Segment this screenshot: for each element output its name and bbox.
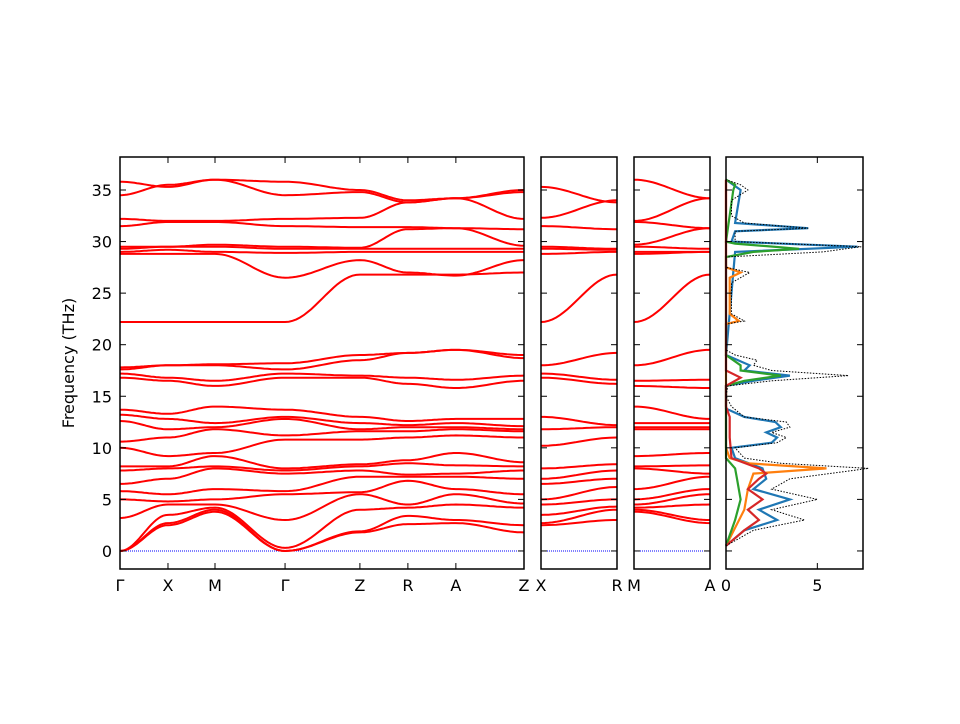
dos-series-1 [724,178,858,547]
band-line-1-9 [120,452,525,470]
band-line-2-19 [541,225,617,231]
kpoint-label: Z [519,576,530,595]
band-line-3-8 [634,464,710,468]
band-line-2-15 [540,273,618,323]
y-tick-label: 25 [92,284,112,303]
band-line-2-9 [540,436,618,447]
band-line-3-16 [633,348,710,367]
band-line-1-4 [119,493,524,522]
band-line-2-13 [541,372,618,381]
band-line-1-27 [120,178,525,202]
kpoint-label: X [536,576,547,595]
band-line-3-6 [633,475,711,491]
band-line-1-24 [120,221,524,231]
panel-frame-1 [119,156,525,570]
band-line-3-13 [634,405,710,420]
panel-frame-3 [633,156,711,570]
band-line-1-20 [120,252,525,279]
band-line-2-17 [541,247,617,251]
band-line-1-19 [120,271,524,323]
band-line-2-1 [540,519,617,527]
band-line-1-7 [120,467,524,485]
band-line-1-26 [119,178,524,204]
band-line-1-6 [119,475,525,496]
band-line-2-18 [541,245,617,250]
kpoint-label: X [162,576,173,595]
panel-frame-2 [540,156,618,570]
band-line-3-15 [634,378,710,382]
band-line-3-3 [634,503,711,509]
band-line-1-21 [120,248,524,254]
band-line-3-23 [633,197,711,222]
band-line-1-12 [119,417,525,431]
band-line-1-25 [120,197,525,222]
band-line-1-8 [120,462,524,472]
band-line-3-20 [634,245,710,250]
band-line-2-8 [541,463,617,470]
band-line-2-20 [540,199,618,219]
band-line-1-14 [120,405,524,422]
band-line-2-16 [541,250,617,255]
band-line-3-24 [633,178,711,200]
y-tick-label: 35 [92,181,112,200]
dos-series-5 [725,179,869,547]
band-line-1-11 [120,428,524,443]
band-line-3-9 [634,452,710,458]
y-tick-label: 0 [102,542,112,561]
band-line-2-21 [540,185,618,204]
band-line-3-4 [634,493,711,506]
kpoint-label: Γ [281,576,290,595]
band-line-2-5 [540,486,618,501]
panel-frame-4 [725,156,864,570]
y-tick-label: 20 [92,336,112,355]
band-line-1-16 [120,372,525,382]
band-line-1-3 [119,503,524,552]
band-line-2-10 [540,426,617,431]
kpoint-label: A [450,576,461,595]
y-tick-label: 30 [92,233,112,252]
y-tick-label: 10 [92,439,112,458]
band-line-1-18 [120,348,524,369]
band-line-3-14 [633,384,710,389]
kpoint-label: R [402,576,413,595]
band-line-3-5 [633,488,710,501]
band-line-3-22 [634,221,711,230]
band-line-2-4 [541,498,617,506]
dos-x-tick-label: 0 [721,576,731,595]
band-line-1-2 [119,508,525,553]
band-line-1-1 [119,510,525,553]
band-line-1-10 [119,434,524,458]
band-line-2-7 [540,469,618,480]
band-line-1-5 [120,479,524,503]
band-line-3-1 [634,510,711,525]
dos-series-4 [724,179,769,547]
band-line-2-11 [541,415,617,427]
kpoint-label: Γ [116,576,125,595]
kpoint-label: R [611,576,622,595]
band-line-2-14 [540,351,618,367]
band-line-2-12 [541,376,618,385]
band-line-2-6 [541,477,617,485]
kpoint-label: M [627,576,641,595]
kpoint-label: Z [354,576,365,595]
y-axis-label: Frequency (THz) [59,298,78,428]
y-tick-label: 5 [102,490,112,509]
band-line-1-23 [120,227,525,249]
kpoint-label: M [208,576,222,595]
band-line-3-17 [633,273,711,323]
band-line-2-2 [540,508,618,525]
band-line-3-2 [633,508,710,521]
kpoint-label: A [705,576,716,595]
band-line-1-13 [120,413,525,428]
y-tick-label: 15 [92,387,112,406]
band-line-3-21 [633,227,711,246]
band-line-2-3 [540,505,618,516]
band-line-3-7 [633,467,710,475]
dos-x-tick-label: 5 [812,576,822,595]
band-line-1-15 [120,376,524,389]
